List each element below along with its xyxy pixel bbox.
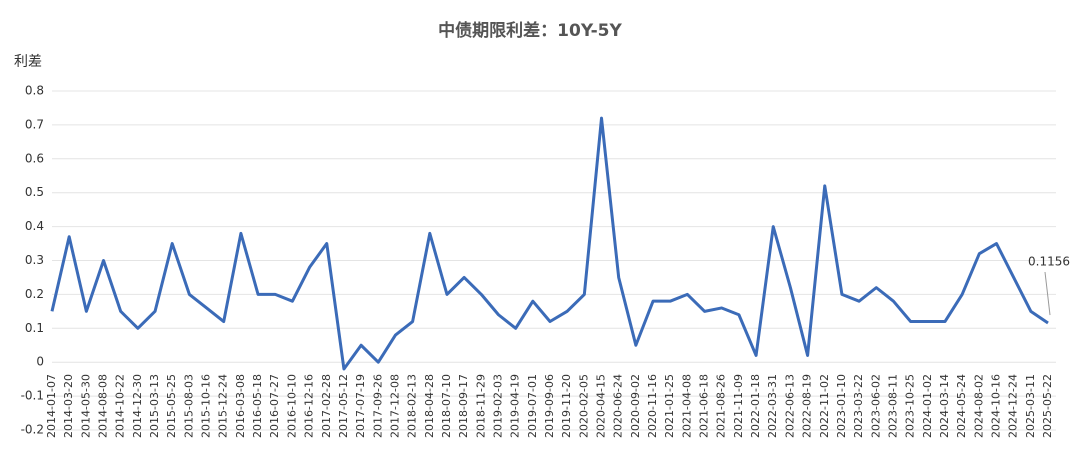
x-tick-label: 2021-08-26 [715,374,728,438]
x-tick-label: 2022-01-18 [749,374,762,438]
y-axis-label: 利差 [14,54,42,70]
y-tick-label: 0 [36,355,44,369]
x-tick-label: 2023-03-22 [852,374,865,438]
x-tick-label: 2020-11-16 [646,374,659,438]
y-tick-label: 0.6 [25,151,44,165]
x-tick-label: 2021-06-18 [698,374,711,438]
x-tick-label: 2023-06-02 [869,374,882,438]
data-line [50,116,1049,371]
x-tick-label: 2018-07-10 [440,374,453,438]
x-tick-label: 2014-01-07 [45,374,58,438]
y-tick-label: -0.1 [21,389,44,403]
x-tick-label: 2024-08-02 [972,374,985,438]
y-tick-label: 0.5 [25,185,44,199]
x-tick-label: 2021-01-25 [663,374,676,438]
y-tick-label: 0.1 [25,321,44,335]
x-tick-label: 2019-04-19 [509,374,522,438]
y-tick-label: 0.3 [25,253,44,267]
x-tick-label: 2018-02-13 [406,374,419,438]
x-tick-label: 2018-09-17 [457,374,470,438]
x-tick-label: 2015-08-03 [182,374,195,438]
x-tick-label: 2025-05-22 [1041,374,1054,438]
leader-line [1044,271,1051,316]
x-tick-label: 2022-06-13 [783,374,796,438]
x-tick-label: 2022-08-19 [801,374,814,438]
x-tick-label: 2014-08-08 [97,374,110,438]
x-tick-label: 2016-10-10 [285,374,298,438]
x-tick-label: 2024-10-16 [989,374,1002,438]
x-tick-label: 2016-05-18 [251,374,264,438]
x-tick-label: 2024-12-24 [1007,374,1020,438]
x-tick-label: 2014-03-20 [62,374,75,438]
x-tick-label: 2020-09-02 [629,374,642,438]
x-tick-label: 2016-03-08 [234,374,247,438]
x-tick-label: 2017-12-08 [388,374,401,438]
x-tick-label: 2016-07-27 [268,374,281,438]
x-tick-label: 2023-01-10 [835,374,848,438]
x-tick-label: 2019-07-01 [526,374,539,438]
y-tick-label: 0.8 [25,84,44,98]
x-tick-label: 2017-09-26 [371,374,384,438]
x-tick-label: 2017-07-19 [354,374,367,438]
x-tick-label: 2015-10-16 [200,374,213,438]
y-tick-label: -0.2 [21,423,44,437]
x-tick-label: 2025-03-11 [1024,374,1037,438]
x-tick-label: 2024-05-24 [955,374,968,438]
x-tick-label: 2021-04-08 [680,374,693,438]
y-tick-label: 0.4 [25,219,44,233]
y-tick-label: 0.7 [25,117,44,131]
y-tick-label: 0.2 [25,287,44,301]
x-tick-label: 2018-11-29 [474,374,487,438]
x-tick-label: 2015-12-24 [217,374,230,438]
value-label: 0.1156 [1028,255,1070,269]
x-tick-label: 2021-11-09 [732,374,745,438]
x-tick-label: 2014-05-30 [79,374,92,438]
chart-title: 中债期限利差：10Y-5Y [438,20,622,41]
x-tick-label: 2022-11-02 [818,374,831,438]
x-tick-label: 2017-05-12 [337,374,350,438]
x-tick-label: 2015-03-13 [148,374,161,438]
x-tick-label: 2020-06-24 [612,374,625,438]
x-tick-label: 2022-03-31 [766,374,779,438]
x-tick-label: 2024-03-14 [938,374,951,438]
x-tick-label: 2015-05-25 [165,374,178,438]
x-tick-label: 2014-12-30 [131,374,144,438]
x-tick-label: 2014-10-22 [114,374,127,438]
x-tick-label: 2017-02-28 [320,374,333,438]
x-tick-label: 2023-10-25 [904,374,917,438]
x-tick-label: 2019-02-03 [491,374,504,438]
x-tick-label: 2016-12-16 [303,374,316,438]
x-tick-label: 2020-04-15 [595,374,608,438]
x-tick-label: 2019-11-20 [560,374,573,438]
x-tick-label: 2023-08-11 [886,374,899,438]
x-tick-label: 2020-02-05 [577,374,590,438]
x-tick-label: 2018-04-28 [423,374,436,438]
x-tick-label: 2019-09-06 [543,374,556,438]
x-tick-label: 2024-01-02 [921,374,934,438]
